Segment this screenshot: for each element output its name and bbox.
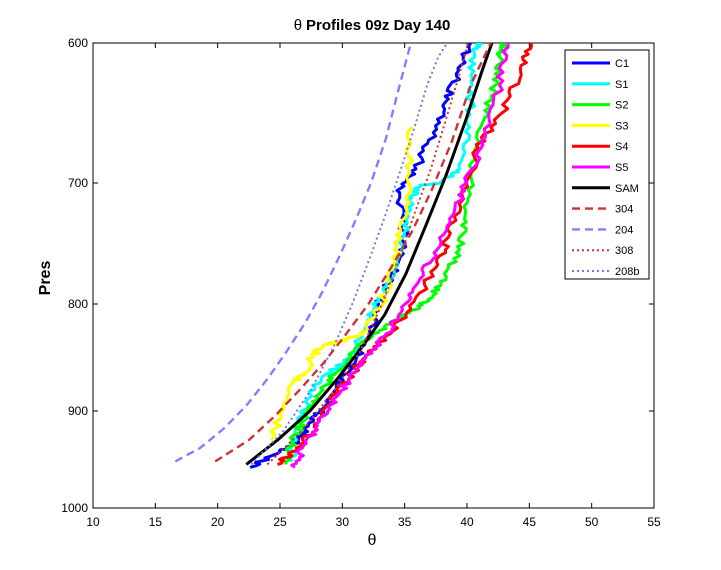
legend-box [564, 49, 650, 280]
legend-label-s4: S4 [615, 141, 628, 153]
y-tick-label: 700 [68, 176, 88, 190]
plot-area [92, 42, 655, 509]
series-line-s5 [290, 43, 510, 469]
y-axis-label: Pres [37, 261, 54, 296]
series-line-304 [214, 43, 492, 463]
x-tick-label: 10 [86, 515, 100, 529]
x-tick-label: 55 [647, 515, 661, 529]
title-theta-symbol: θ [294, 17, 302, 34]
x-axis-label: θ [368, 532, 377, 549]
legend-label-c1: C1 [615, 58, 629, 70]
chart-title: θ Profiles 09z Day 140 [294, 17, 451, 34]
series-line-204 [174, 43, 413, 463]
x-tick-label: 30 [336, 515, 350, 529]
x-tick-label: 35 [398, 515, 412, 529]
y-tick-label: 600 [68, 36, 88, 50]
title-text: Profiles 09z Day 140 [306, 17, 450, 34]
series-line-sam [245, 43, 494, 466]
x-tick-label: 25 [273, 515, 287, 529]
x-tick-label: 15 [149, 515, 163, 529]
legend-label-304: 304 [615, 204, 633, 216]
legend-label-308: 308 [615, 245, 633, 257]
axis-ticks [92, 42, 655, 509]
axis-tick-labels: 10 15 20 25 30 35 40 45 50 55 600 700 800 900 1000 [61, 36, 661, 529]
series-layer [174, 43, 534, 469]
legend-label-s3: S3 [615, 120, 628, 132]
legend-label-s5: S5 [615, 162, 628, 174]
y-tick-label: 1000 [61, 501, 88, 515]
legend-label-sam: SAM [615, 183, 639, 195]
legend-label-s1: S1 [615, 79, 628, 91]
x-tick-label: 20 [211, 515, 225, 529]
y-tick-label: 800 [68, 297, 88, 311]
legend-entries: C1 S1 S2 S3 S4 S5 SAM 304 204 308 208b [572, 58, 639, 278]
legend-label-208b: 208b [615, 266, 639, 278]
legend-label-s2: S2 [615, 100, 628, 112]
series-line-c1 [249, 43, 472, 469]
legend: C1 S1 S2 S3 S4 S5 SAM 304 204 308 208b [564, 49, 650, 280]
y-tick-label: 900 [68, 404, 88, 418]
x-tick-label: 50 [585, 515, 599, 529]
legend-label-204: 204 [615, 224, 633, 236]
x-tick-label: 40 [460, 515, 474, 529]
series-line-s3 [269, 126, 415, 441]
x-tick-label: 45 [523, 515, 537, 529]
